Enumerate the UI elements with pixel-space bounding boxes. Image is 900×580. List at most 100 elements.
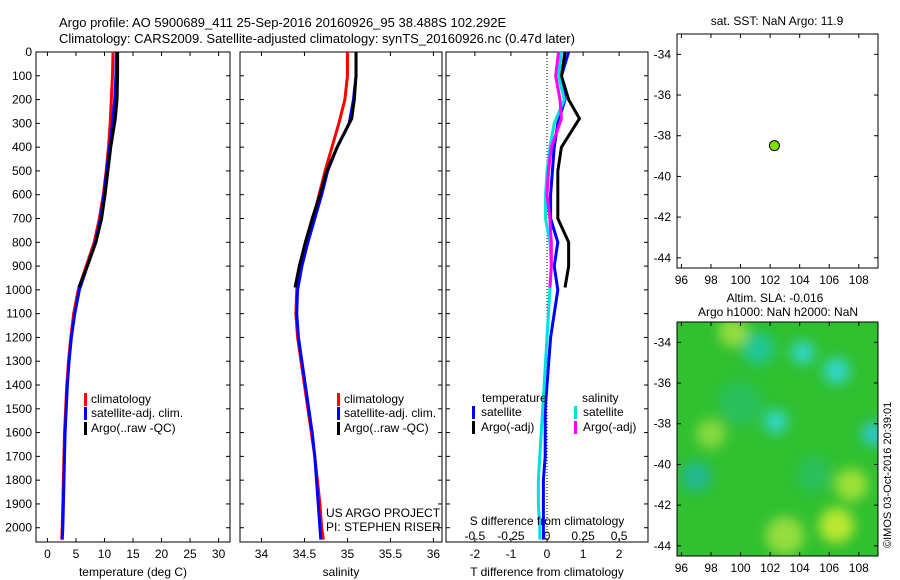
x2-tick-label: -0.5 <box>465 529 486 543</box>
lon-tick-label: 102 <box>760 561 780 575</box>
difference-axes-frame <box>445 51 649 543</box>
altimetry-blob <box>718 322 748 347</box>
legend-label-temp-satellite: satellite <box>481 405 522 419</box>
difference-x2-label: S difference from climatology <box>470 514 625 528</box>
legend-swatch-argo <box>337 422 340 435</box>
x-tick-label: 35.5 <box>379 547 403 561</box>
altimetry-axes-frame <box>676 321 879 557</box>
header-line-2: Climatology: CARS2009. Satellite-adjuste… <box>59 31 575 46</box>
x-tick-label: 34 <box>255 547 269 561</box>
depth-tick-label: 700 <box>12 212 32 226</box>
depth-tick-label: 200 <box>12 93 32 107</box>
legend-label-argo: Argo(..raw -QC) <box>91 421 176 435</box>
lat-tick-label: -40 <box>654 457 672 471</box>
temperature-panel: 0100200300400500600700800900100011001200… <box>5 45 231 579</box>
altimetry-blob <box>765 516 805 555</box>
altimetry-blob <box>835 468 868 502</box>
legend-label-satellite: satellite-adj. clim. <box>91 406 183 420</box>
difference-line-1 <box>556 51 581 288</box>
difference-line-2 <box>536 51 566 540</box>
x-tick-label: -1 <box>506 547 517 561</box>
depth-tick-label: 2000 <box>5 521 32 535</box>
depth-tick-label: 1900 <box>5 497 32 511</box>
lon-tick-label: 104 <box>790 273 810 287</box>
legend-label-satellite: satellite-adj. clim. <box>344 406 436 420</box>
x2-tick-label: -0.25 <box>497 529 525 543</box>
temperature-axes-frame <box>35 51 231 543</box>
depth-tick-label: 1600 <box>5 426 32 440</box>
lat-tick-label: -36 <box>654 88 672 102</box>
legend-label-sal-argo: Argo(-adj) <box>583 420 636 434</box>
lon-tick-label: 98 <box>704 273 718 287</box>
legend-swatch-temp-argo <box>472 421 475 434</box>
difference-legend: temperature salinity satellite Argo(-adj… <box>472 391 636 434</box>
legend-label-sal-satellite: satellite <box>583 405 624 419</box>
altimetry-title-1: Altim. SLA: -0.016 <box>727 291 824 305</box>
salinity-depth-ticks <box>240 51 442 529</box>
difference-line-3 <box>545 51 563 288</box>
legend-swatch-sal-argo <box>574 421 577 434</box>
position-title: sat. SST: NaN Argo: 11.9 <box>711 14 844 28</box>
depth-tick-label: 900 <box>12 259 32 273</box>
lon-tick-label: 96 <box>675 561 689 575</box>
lon-tick-label: 106 <box>819 561 839 575</box>
lat-tick-label: -34 <box>654 47 672 61</box>
altimetry-field <box>677 322 878 556</box>
lon-tick-label: 96 <box>675 273 689 287</box>
position-points <box>768 140 780 152</box>
x-tick-label: 34.5 <box>293 547 317 561</box>
x-tick-label: 0 <box>44 547 51 561</box>
altimetry-features <box>681 322 878 555</box>
difference-x-label: T difference from climatology <box>470 565 624 579</box>
temperature-legend: climatology satellite-adj. clim. Argo(..… <box>84 392 183 435</box>
depth-tick-label: 1100 <box>6 307 32 321</box>
x-tick-label: 30 <box>212 547 226 561</box>
legend-swatch-temp-satellite <box>472 406 475 419</box>
temperature-x-ticks: 0 5 10 15 20 25 30 <box>44 52 226 561</box>
lat-tick-label: -42 <box>654 210 672 224</box>
x2-tick-label: 0.25 <box>571 529 595 543</box>
legend-header-salinity: salinity <box>582 391 619 405</box>
x-tick-label: 20 <box>155 547 169 561</box>
depth-tick-label: 1500 <box>5 402 32 416</box>
x-tick-label: 5 <box>73 547 80 561</box>
temperature-x-label: temperature (deg C) <box>79 565 187 579</box>
lat-tick-label: -44 <box>654 539 672 553</box>
depth-tick-label: 1200 <box>5 330 32 344</box>
altimetry-blob <box>681 461 711 492</box>
depth-tick-label: 400 <box>12 140 32 154</box>
legend-swatch-satellite <box>337 407 340 420</box>
lat-tick-label: -34 <box>654 335 672 349</box>
legend-header-temperature: temperature <box>482 391 547 405</box>
difference-depth-ticks <box>446 51 648 529</box>
difference-x-ticks: -2 -1 0 1 2 <box>470 52 623 561</box>
altimetry-blob <box>823 357 850 385</box>
x2-tick-label: 0.5 <box>611 529 628 543</box>
altimetry-blob <box>861 422 878 446</box>
depth-tick-label: 1300 <box>5 354 32 368</box>
depth-tick-label: 1400 <box>5 378 32 392</box>
lat-tick-label: -40 <box>654 169 672 183</box>
depth-ticks: 0 100 200 300 400 500 600 700 800 900 1000 1100 1200… <box>5 45 230 535</box>
depth-tick-label: 600 <box>12 188 32 202</box>
lon-tick-label: 100 <box>731 273 751 287</box>
altimetry-blob <box>790 340 815 365</box>
x-tick-label: 15 <box>126 547 140 561</box>
imos-stamp: ©IMOS 03-Oct-2016 20:39:01 <box>882 402 894 548</box>
altimetry-blob <box>718 381 763 426</box>
lat-tick-label: -42 <box>654 498 672 512</box>
x-tick-label: 1 <box>580 547 587 561</box>
temperature-line-2 <box>77 52 120 289</box>
legend-swatch-climatology <box>337 393 340 406</box>
x-tick-label: 2 <box>616 547 623 561</box>
lon-tick-label: 106 <box>819 273 839 287</box>
salinity-legend: climatology satellite-adj. clim. Argo(..… <box>337 392 436 435</box>
credit-pi: PI: STEPHEN RISER <box>326 520 441 534</box>
salinity-x-ticks: 34 34.5 35 35.5 36 <box>255 52 440 561</box>
legend-swatch-climatology <box>84 393 87 406</box>
salinity-difference-ticks: -0.5-0.2500.250.5 <box>465 529 628 543</box>
legend-swatch-satellite <box>84 407 87 420</box>
legend-swatch-argo <box>84 422 87 435</box>
salinity-series <box>293 52 358 540</box>
